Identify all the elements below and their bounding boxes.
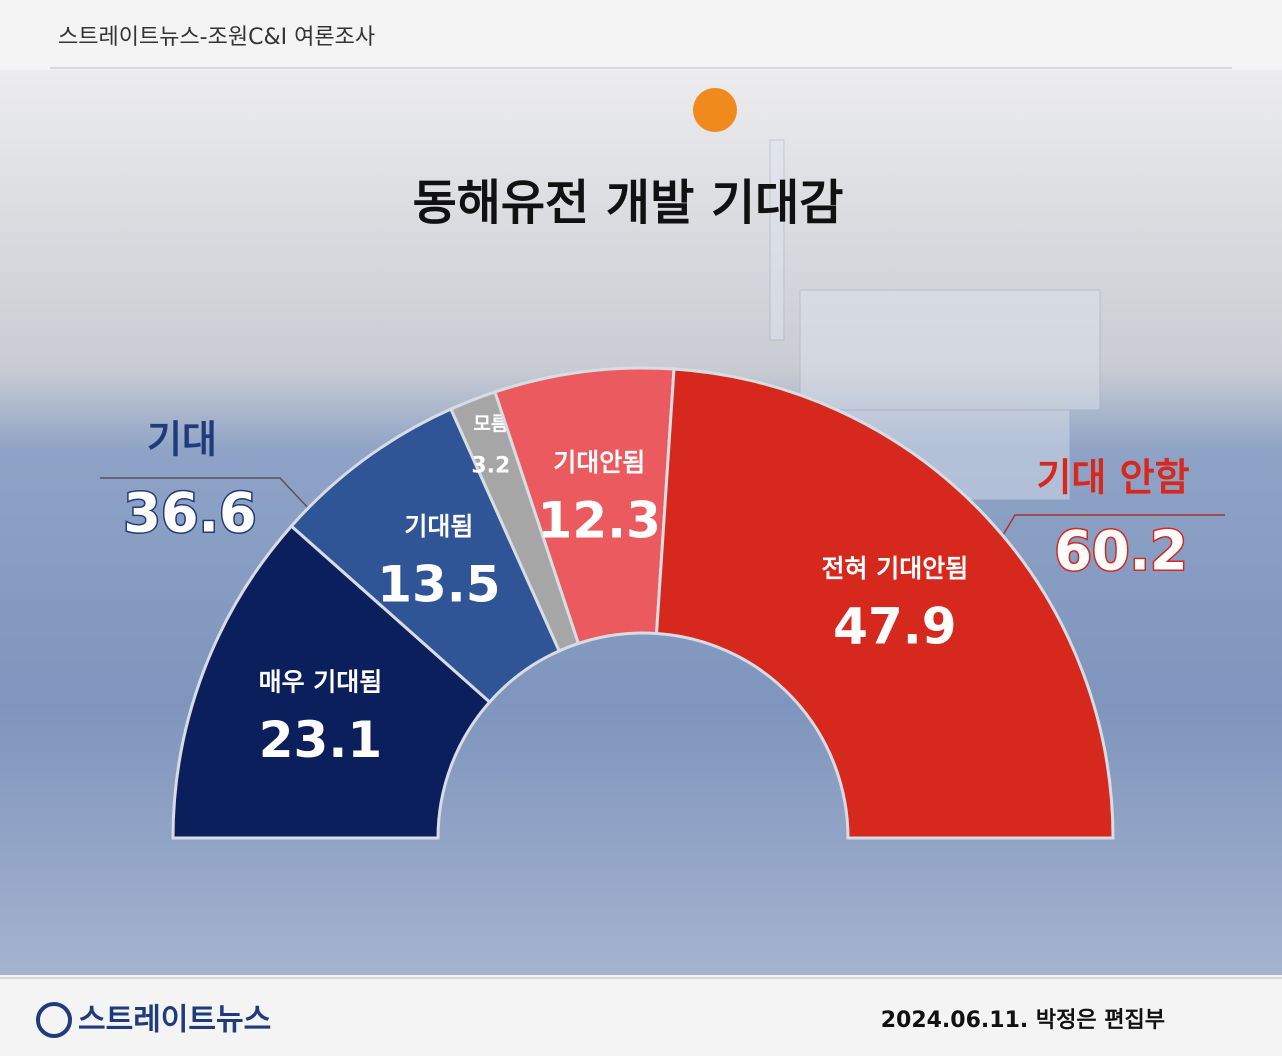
chart-title: 동해유전 개발 기대감 [413,175,844,231]
flare [693,88,737,132]
segment [654,367,1115,840]
logo-icon [36,1002,72,1038]
value-label: 12.3 [538,491,661,549]
value-label: 47.9 [833,598,956,656]
segment [171,523,492,840]
value-label: 13.5 [377,555,500,613]
segment-label: 매우 기대됨 [259,668,383,697]
group-label: 기대 [147,418,217,462]
group-value: 60.2 [1054,520,1187,583]
segment-label: 전혀 기대안됨 [822,554,969,583]
credit: 2024.06.11. 박정은 편집부 [881,1008,1165,1033]
logo: 스트레이트뉴스 [78,1003,271,1038]
segment-label: 기대됨 [404,512,473,541]
group-value: 36.6 [123,482,256,545]
value-label: 23.1 [259,711,382,769]
leader-line [100,477,311,511]
segment-label: 기대안됨 [553,448,645,477]
value-label: 3.2 [471,454,510,479]
header: 스트레이트뉴스-조원C&I 여론조사 [58,25,375,50]
segment-label: 모름 [473,413,508,435]
group-label: 기대 안함 [1036,456,1189,500]
